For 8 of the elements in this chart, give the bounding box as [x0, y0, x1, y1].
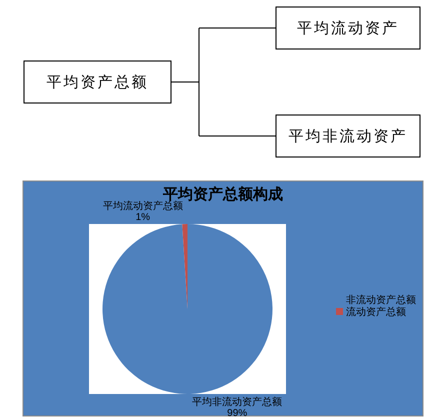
annotation: 平均非流动资产	[276, 114, 420, 158]
chart-title: 平均资产总额构成	[163, 186, 283, 203]
annotation: 平均流动资产	[276, 6, 420, 50]
data-label: 平均非流动资产总额 99%	[192, 396, 282, 419]
annotation: 平均资产总额	[24, 60, 172, 104]
data-label: 平均流动资产总额 1%	[102, 201, 183, 224]
legend-label: 流动资产总额	[346, 307, 406, 318]
legend-label: 非流动资产总额	[346, 295, 416, 306]
